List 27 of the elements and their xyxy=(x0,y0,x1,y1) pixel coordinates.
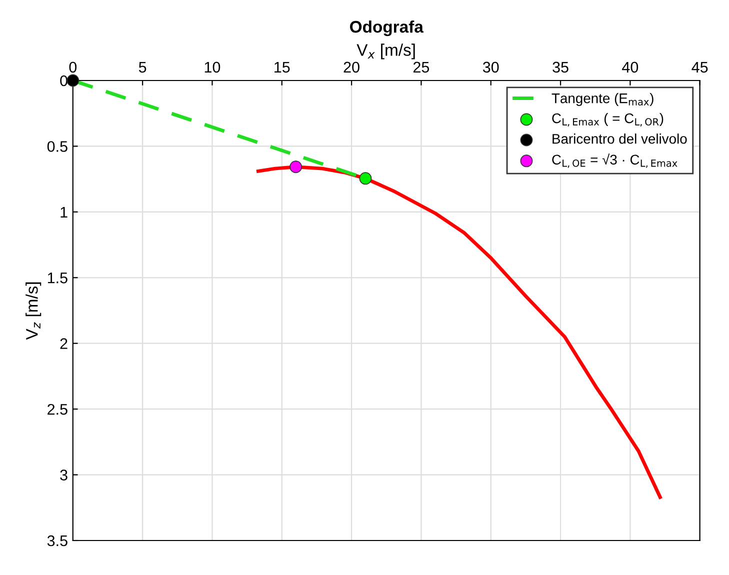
x-tick-label: 5 xyxy=(138,62,146,73)
y-tick-label: 3.5 xyxy=(47,535,68,546)
x-tick-label: 15 xyxy=(274,62,290,73)
legend-label: C$_{L,OE}$ = √3 · C$_{L,Emax}$ xyxy=(552,153,678,168)
y-tick-label: 0.5 xyxy=(47,141,68,152)
y-tick-label: 1 xyxy=(60,206,68,218)
chart-title: Odografa xyxy=(350,20,424,36)
point xyxy=(66,74,80,87)
y-tick-label: 2 xyxy=(60,338,68,349)
y-tick-label: 3 xyxy=(60,470,68,480)
x-tick-label: 35 xyxy=(552,62,568,73)
x-tick-label: 20 xyxy=(344,62,360,73)
x-tick-label: 10 xyxy=(204,62,220,73)
point xyxy=(290,160,302,174)
x-tick-label: 40 xyxy=(622,62,638,73)
x-tick-label: 0 xyxy=(69,62,77,73)
y-tick-label: 2.5 xyxy=(48,404,68,415)
legend-label: Tangente (E$_{max}$) xyxy=(552,93,654,106)
legend-label: Baricentro del velivolo xyxy=(552,134,687,144)
x-tick-label: 30 xyxy=(482,62,499,73)
y-tick-label: 1.5 xyxy=(48,272,68,284)
legend-label: C$_{L,Emax}$ ( = C$_{L,OR}$) xyxy=(552,113,664,126)
x-tick-label: 45 xyxy=(692,62,708,73)
y-axis-title: V$_{z}$ [m/s] xyxy=(26,282,42,340)
x-tick-label: 25 xyxy=(413,62,430,73)
point xyxy=(359,172,372,185)
x-axis-title: V$_{x}$ [m/s] xyxy=(356,44,415,60)
